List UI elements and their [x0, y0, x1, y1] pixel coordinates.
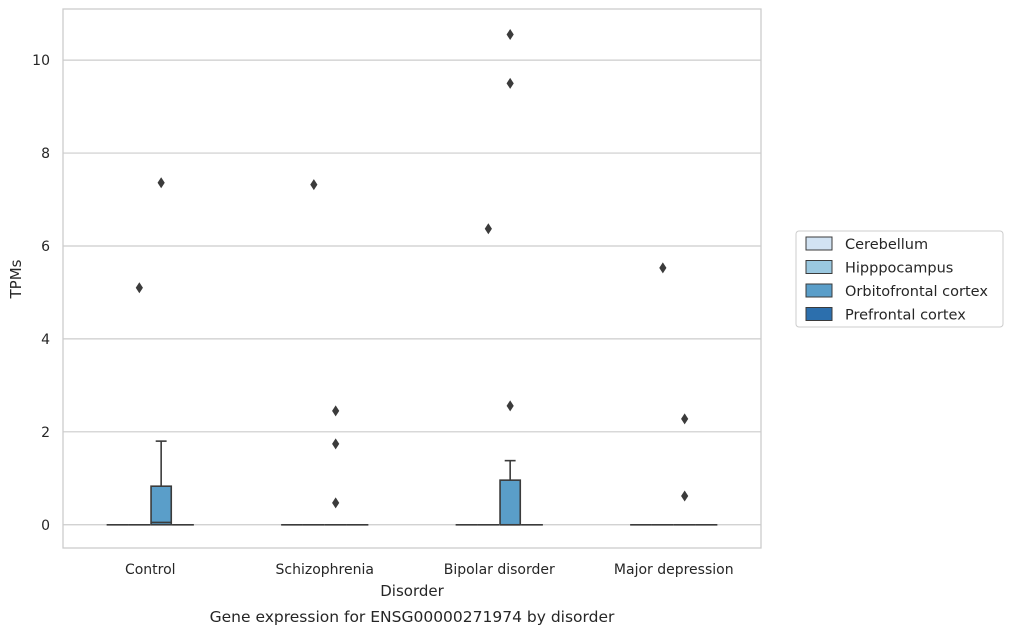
legend-label: Cerebellum	[845, 237, 928, 253]
outlier-point	[681, 490, 689, 502]
y-tick-label: 10	[32, 53, 50, 69]
legend-swatch	[805, 283, 833, 298]
outlier-point	[332, 497, 340, 509]
box	[302, 179, 325, 526]
x-tick-label: Major depression	[614, 562, 734, 578]
legend-label: Orbitofrontal cortex	[845, 284, 988, 300]
box	[499, 29, 522, 526]
box	[150, 177, 173, 526]
outlier-point	[310, 179, 318, 191]
series-hipppocampus	[128, 179, 674, 526]
x-tick-label: Schizophrenia	[276, 562, 374, 578]
legend-item: Hipppocampus	[805, 260, 953, 277]
x-tick-label: Bipolar disorder	[444, 562, 555, 578]
series-orbitofrontal-cortex	[150, 29, 696, 526]
legend-label: Hipppocampus	[845, 261, 953, 277]
x-axis-label: Disorder	[380, 582, 444, 600]
outlier-point	[332, 405, 340, 417]
plot-frame	[62, 8, 762, 549]
outlier-point	[506, 29, 514, 41]
box	[477, 223, 500, 526]
x-tick-labels: Control Schizophrenia Bipolar disorder Majo…	[125, 562, 734, 578]
y-tick-label: 4	[41, 332, 50, 348]
box	[324, 405, 347, 526]
legend-item: Prefrontal cortex	[805, 307, 966, 324]
outlier-point	[332, 438, 340, 450]
outlier-point	[484, 223, 492, 235]
y-tick-label: 0	[41, 518, 50, 534]
legend-swatch	[805, 307, 833, 321]
plot-area	[106, 29, 718, 526]
x-tick-label: Control	[125, 562, 176, 578]
outlier-point	[506, 400, 514, 412]
y-tick-label: 6	[41, 239, 50, 255]
legend-swatch	[805, 236, 833, 251]
outlier-point	[135, 282, 143, 294]
legend-item: Cerebellum	[805, 236, 928, 253]
y-axis-label: TPMs	[7, 259, 25, 299]
box-body	[150, 485, 173, 526]
legend: Cerebellum Hipppocampus Orbitofrontal cort…	[795, 230, 1004, 328]
box	[128, 282, 151, 526]
legend-label: Prefrontal cortex	[845, 308, 966, 324]
outlier-point	[681, 413, 689, 425]
y-tick-label: 8	[41, 146, 50, 162]
outlier-point	[506, 77, 514, 89]
y-tick-labels: 0 2 4 6 8 10	[32, 53, 50, 534]
box-body	[499, 479, 522, 526]
outlier-point	[157, 177, 165, 189]
y-tick-label: 2	[41, 425, 50, 441]
grid-lines	[63, 59, 761, 526]
legend-item: Orbitofrontal cortex	[805, 283, 988, 300]
box	[651, 262, 674, 526]
outlier-point	[659, 262, 667, 274]
chart-caption: Gene expression for ENSG00000271974 by d…	[210, 608, 615, 626]
legend-swatch	[805, 260, 833, 274]
box	[673, 413, 696, 526]
legend-frame	[795, 230, 1004, 328]
